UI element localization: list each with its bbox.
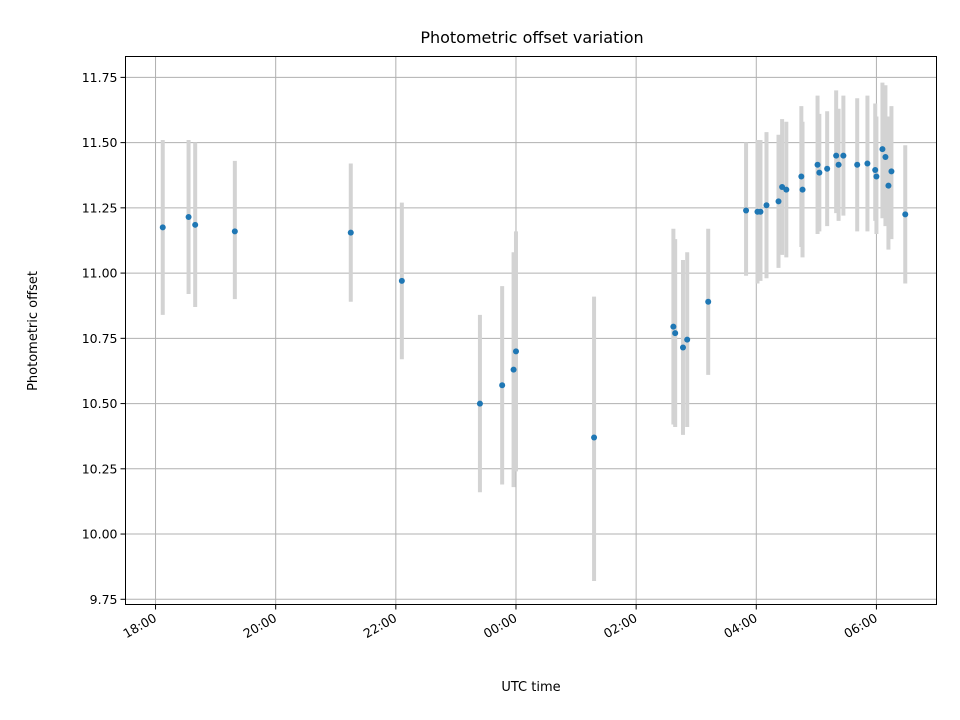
data-point [670,323,677,330]
data-point [192,221,199,228]
data-point [510,366,517,373]
data-point [824,165,831,172]
y-tick-label: 11.25 [82,200,118,215]
data-point [854,161,861,168]
y-tick-label: 10.75 [82,331,118,346]
data-point [775,198,782,205]
data-point [672,330,679,337]
data-point [499,382,506,389]
data-point [476,400,483,407]
data-point [783,186,790,193]
chart-title: Photometric offset variation [420,28,643,47]
data-point [679,344,686,351]
data-point [835,161,842,168]
data-point [591,434,598,441]
data-point [743,207,750,214]
data-point [705,298,712,305]
y-tick-label: 10.50 [82,396,118,411]
data-point [231,228,238,235]
data-point [888,168,895,175]
data-point [873,173,880,180]
data-point [872,167,879,174]
data-point [816,169,823,176]
y-tick-label: 10.00 [82,527,118,542]
y-tick-label: 11.75 [82,70,118,85]
y-axis-label: Photometric offset [26,271,41,391]
data-point [398,277,405,284]
y-tick-label: 9.75 [90,592,118,607]
data-point [840,152,847,159]
data-point [159,224,166,231]
data-point [347,229,354,236]
data-point [902,211,909,218]
y-tick-label: 11.00 [82,266,118,281]
data-point [757,208,764,215]
y-axis: 9.75 10.00 10.25 10.50 10.75 11.00 11.25 11.50 1… [82,70,126,607]
data-point [798,173,805,180]
y-tick-label: 11.50 [82,135,118,150]
data-point [879,146,886,153]
data-point [833,152,840,159]
data-point [814,161,821,168]
data-point [885,182,892,189]
data-point [512,348,519,355]
y-tick-label: 10.25 [82,461,118,476]
grid-layer [125,56,937,605]
point-layer [159,146,909,441]
data-point [185,213,192,220]
data-point [684,336,691,343]
x-axis-label: UTC time [501,680,560,695]
plot-frame [125,56,937,605]
data-point [864,160,871,167]
data-point [882,153,889,160]
data-point [763,202,770,209]
data-point [799,186,806,193]
